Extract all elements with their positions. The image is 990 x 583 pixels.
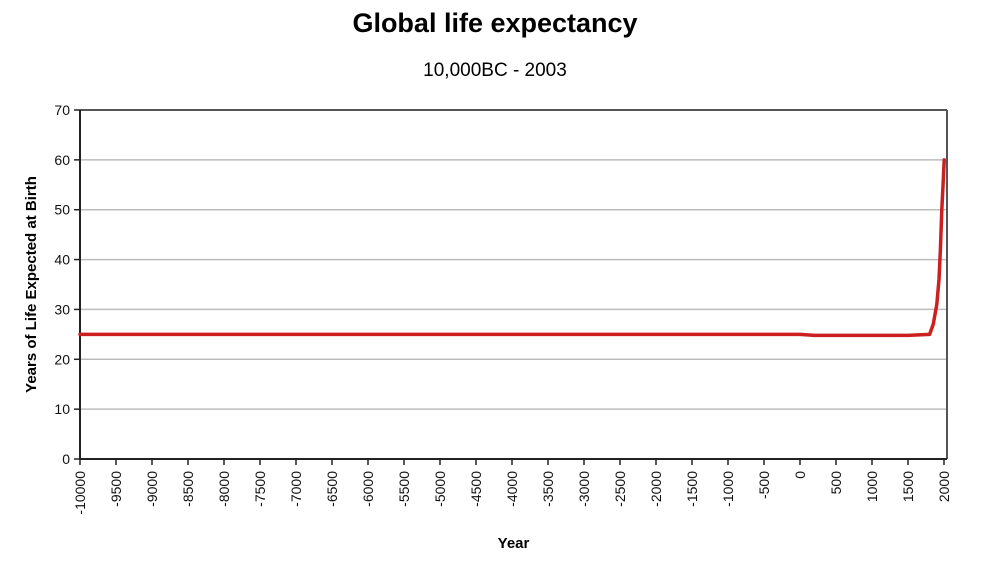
x-tick-label: -6000 <box>360 471 376 507</box>
x-tick-label: -2000 <box>648 471 664 507</box>
x-axis-label: Year <box>498 535 530 552</box>
x-tick-label: -1500 <box>684 471 700 507</box>
y-axis-label: Years of Life Expected at Birth <box>23 176 40 393</box>
y-tick-label: 40 <box>54 252 70 268</box>
x-tick-label: -10000 <box>72 471 88 515</box>
y-tick-label: 0 <box>62 451 70 467</box>
y-tick-label: 70 <box>54 102 70 118</box>
x-tick-label: -8500 <box>180 471 196 507</box>
x-tick-label: -4000 <box>504 471 520 507</box>
x-tick-label: 1500 <box>900 471 916 502</box>
x-tick-label: 500 <box>828 471 844 495</box>
x-tick-label: -7000 <box>288 471 304 507</box>
x-tick-label: 1000 <box>864 471 880 502</box>
x-tick-label: -7500 <box>252 471 268 507</box>
x-tick-label: -4500 <box>468 471 484 507</box>
x-tick-label: -2500 <box>612 471 628 507</box>
chart-subtitle: 10,000BC - 2003 <box>423 60 567 81</box>
x-tick-label: -5000 <box>432 471 448 507</box>
x-tick-label: -5500 <box>396 471 412 507</box>
x-tick-label: -1000 <box>720 471 736 507</box>
x-tick-label: -9000 <box>144 471 160 507</box>
x-tick-label: -8000 <box>216 471 232 507</box>
chart-title: Global life expectancy <box>352 8 638 38</box>
x-tick-label: -9500 <box>108 471 124 507</box>
x-tick-label: -3000 <box>576 471 592 507</box>
y-tick-label: 10 <box>54 401 70 417</box>
x-tick-label: -6500 <box>324 471 340 507</box>
y-tick-label: 60 <box>54 152 70 168</box>
y-tick-label: 50 <box>54 202 70 218</box>
life-expectancy-line <box>78 158 946 338</box>
x-tick-label: 0 <box>792 471 808 479</box>
x-tick-label: -500 <box>756 471 772 499</box>
x-tick-label: -3500 <box>540 471 556 507</box>
x-tick-label: 2000 <box>936 471 952 502</box>
y-tick-label: 20 <box>54 351 70 367</box>
y-tick-label: 30 <box>54 301 70 317</box>
